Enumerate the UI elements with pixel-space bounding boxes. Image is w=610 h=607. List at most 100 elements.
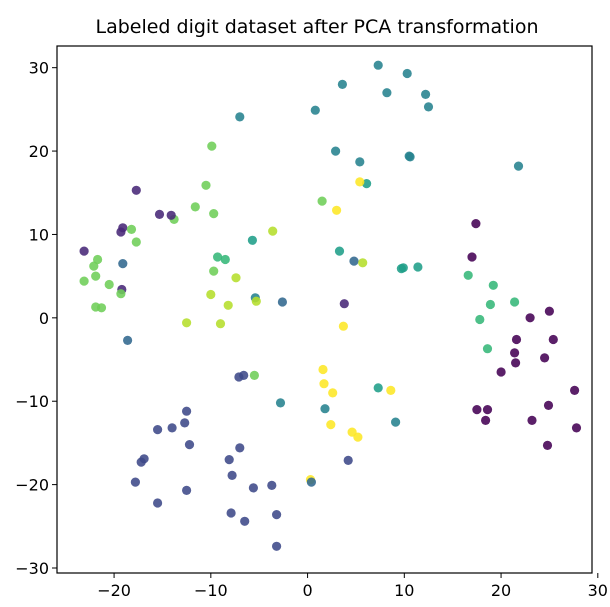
data-point [126,224,137,234]
data-point [472,405,482,415]
data-point [306,477,316,487]
y-tick-label: 10 [29,225,49,244]
data-point [206,289,216,300]
data-point [116,227,126,237]
data-point [548,334,558,345]
data-point [413,262,423,272]
data-point [571,423,582,433]
data-point [215,319,226,329]
data-point [382,88,392,98]
data-point [513,161,524,171]
x-tick-label: 10 [394,581,414,600]
data-point [190,202,200,212]
y-tick-label: −20 [15,476,49,495]
data-point [235,112,245,122]
y-tick-label: −10 [15,392,49,411]
data-point [207,141,217,151]
data-point [398,263,408,273]
data-point [509,348,520,358]
data-point [509,297,520,307]
plot-frame [56,45,593,574]
data-point [475,314,485,325]
data-point [334,246,345,256]
data-point [496,367,506,377]
data-point [247,235,257,245]
data-point [463,270,473,280]
data-point [318,364,328,375]
data-point [543,400,554,410]
data-point [227,470,237,480]
x-tick-label: −20 [97,581,131,600]
data-point [277,297,287,307]
data-point [153,425,163,435]
data-point [405,152,415,162]
y-tick-label: −30 [15,559,49,578]
axis-ticks: −20 −10 0 10 20 30 −30 −20 −10 0 10 20 30 [15,59,608,600]
data-point [118,259,128,269]
data-point [358,258,368,268]
y-tick-label: 30 [29,59,49,78]
data-point [131,237,141,247]
data-point [373,383,383,393]
data-point [167,423,177,433]
data-point [326,420,336,430]
data-point [402,68,412,79]
data-point [482,344,493,354]
data-point [511,334,522,345]
data-point [272,541,282,551]
data-point [89,261,99,271]
data-point [251,296,261,306]
data-point [482,405,493,415]
data-point [182,406,192,416]
data-point [267,480,277,490]
data-point [184,440,195,450]
data-point [220,254,230,265]
data-point [510,358,521,368]
data-point [373,60,383,70]
data-point [355,177,365,187]
data-point [136,457,146,467]
y-tick-label: 20 [29,142,49,161]
data-point [96,303,107,313]
data-point [544,306,555,316]
data-point [570,385,580,395]
data-point [353,432,363,442]
data-point [91,271,101,281]
data-point [320,404,330,414]
x-tick-label: 30 [588,581,608,600]
data-point [209,266,219,276]
data-point [540,353,550,363]
chart-title: Labeled digit dataset after PCA transfor… [95,16,538,38]
data-point [209,209,219,219]
data-point [421,89,431,99]
data-point [319,379,329,389]
x-tick-label: 20 [491,581,511,600]
data-point [104,279,114,290]
data-point [231,273,241,283]
data-point [79,246,89,256]
data-point [182,485,192,495]
data-point [116,289,126,299]
data-point [235,443,245,453]
data-point [339,299,349,309]
data-point [226,508,236,518]
data-point [180,418,190,428]
data-point [268,226,278,236]
data-point [338,321,348,331]
data-point [343,455,353,465]
data-point [166,210,176,220]
data-point [332,205,342,215]
data-point [213,252,223,262]
data-point [481,415,491,425]
data-point [527,415,537,425]
data-point [130,477,140,487]
data-point [224,455,234,465]
data-point [234,372,244,382]
data-point [223,300,233,310]
data-point [201,180,211,190]
data-point [123,335,133,345]
data-point [310,105,320,115]
data-point [79,276,89,286]
data-point [275,398,286,408]
